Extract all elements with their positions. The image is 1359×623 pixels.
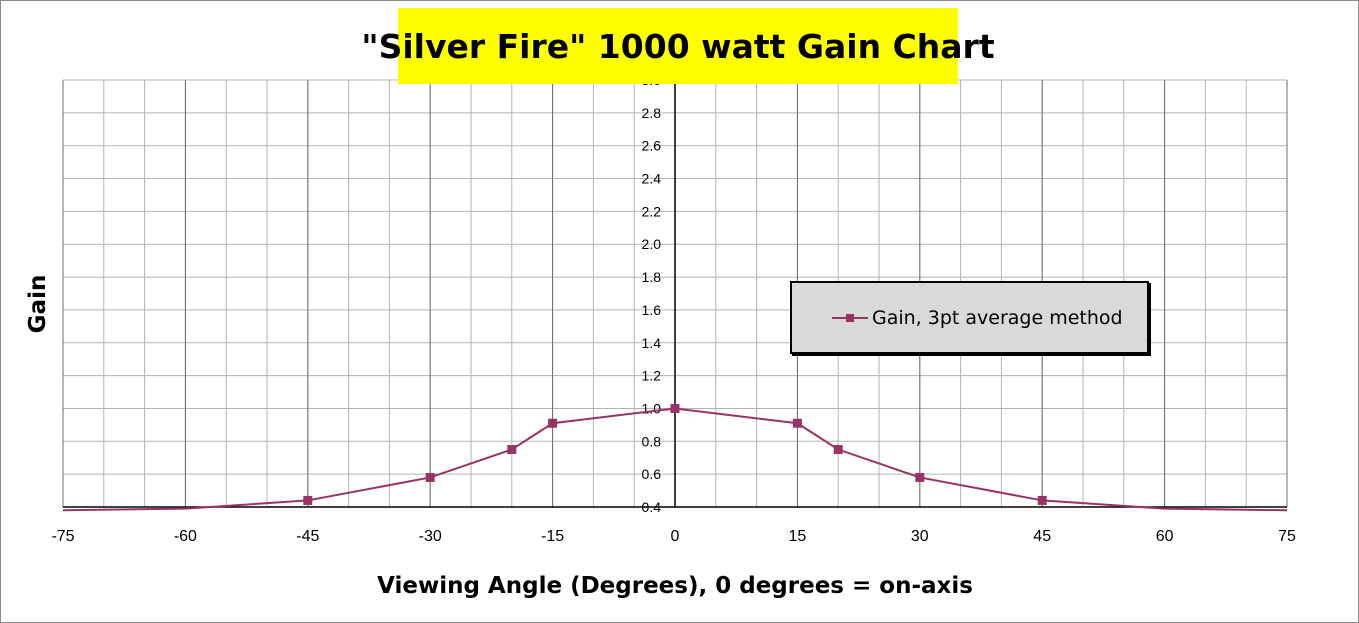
y-tick-label: 2.0 [642, 236, 662, 252]
y-tick-label: 0.4 [642, 499, 662, 515]
data-point [792, 418, 802, 428]
x-tick-label: 0 [671, 528, 680, 545]
x-tick-label: 30 [911, 528, 929, 545]
y-tick-label: 2.8 [642, 105, 662, 121]
legend-square [846, 313, 854, 322]
legend: Gain, 3pt average method [790, 281, 1149, 354]
x-tick-label: -15 [541, 528, 564, 545]
y-tick-label: 1.2 [642, 368, 662, 384]
x-tick-labels: -75 -60 -45 -30 -15 0 15 30 45 60 75 [51, 528, 1296, 545]
y-tick-label: 2.2 [642, 203, 662, 219]
y-tick-label: 0.8 [642, 433, 662, 449]
y-tick-label: 1.4 [642, 335, 662, 351]
data-point [1037, 495, 1047, 505]
x-tick-label: 60 [1156, 528, 1174, 545]
y-tick-label: 0.6 [642, 466, 662, 482]
data-point [670, 403, 680, 413]
y-tick-label: 1.8 [642, 269, 662, 285]
x-tick-label: -60 [174, 528, 197, 545]
y-tick-label: 2.4 [642, 171, 662, 187]
chart-title: "Silver Fire" 1000 watt Gain Chart [361, 8, 995, 84]
x-tick-label: -45 [296, 528, 319, 545]
y-tick-label: 1.0 [642, 400, 662, 416]
x-tick-label: -75 [51, 528, 74, 545]
data-point [548, 418, 558, 428]
y-tick-label: 1.6 [642, 302, 662, 318]
x-tick-label: 15 [789, 528, 807, 545]
y-tick-labels: 0.40.60.81.01.21.41.61.82.02.22.42.62.83… [642, 72, 662, 515]
data-point [425, 472, 435, 482]
x-axis-title: Viewing Angle (Degrees), 0 degrees = on-… [377, 573, 973, 599]
data-point [507, 445, 517, 455]
legend-label: Gain, 3pt average method [872, 306, 1123, 329]
data-point [833, 445, 843, 455]
data-point [303, 495, 313, 505]
data-point [915, 472, 925, 482]
y-axis-title: Gain [25, 274, 51, 334]
x-tick-label: 45 [1033, 528, 1051, 545]
x-tick-label: -30 [419, 528, 442, 545]
axes [63, 80, 1287, 508]
major-gridlines [62, 80, 1288, 507]
x-tick-label: 75 [1278, 528, 1296, 545]
y-tick-label: 2.6 [642, 138, 662, 154]
legend-marker-icon [832, 311, 868, 325]
series-gain [62, 403, 1288, 512]
